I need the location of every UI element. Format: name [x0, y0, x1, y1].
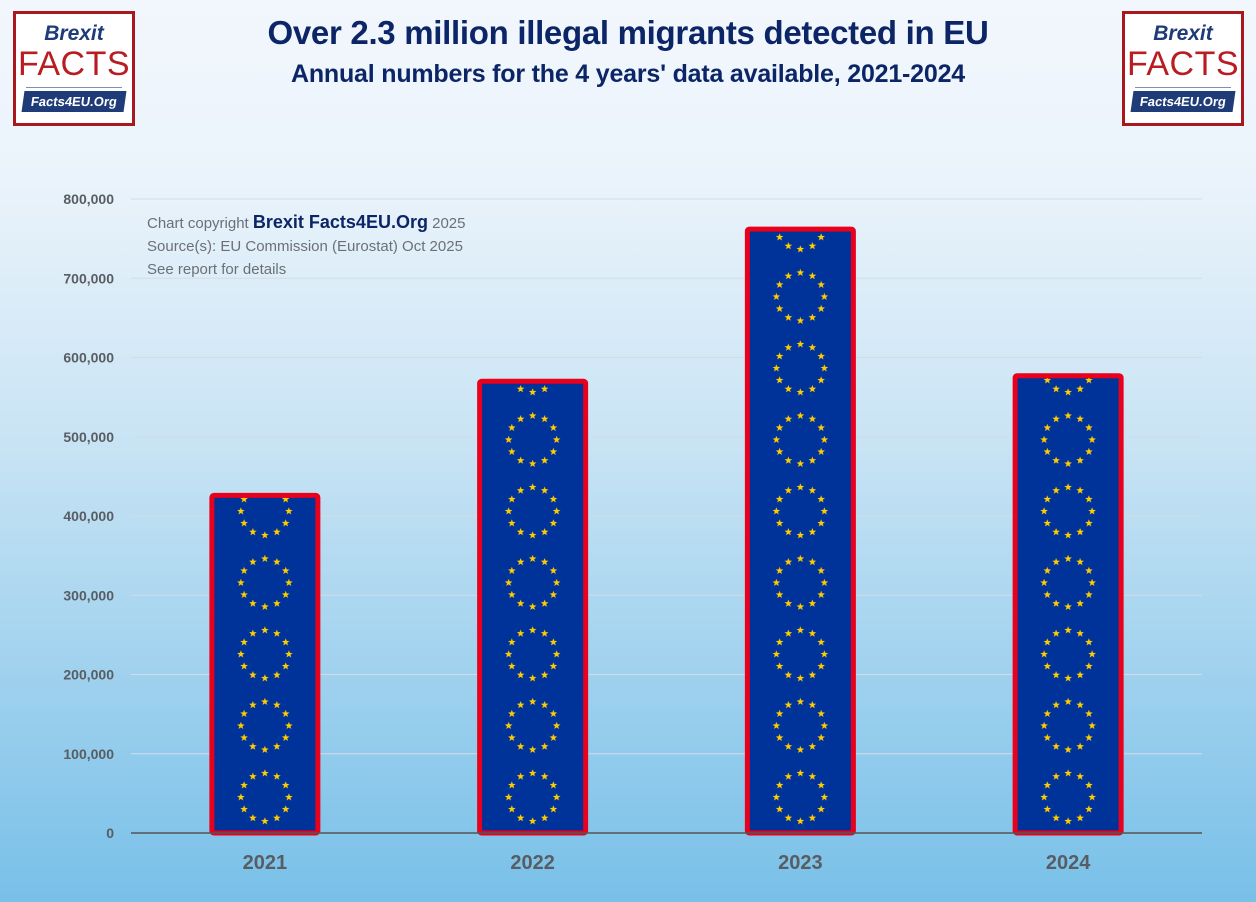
copyright-prefix: Chart copyright [147, 215, 249, 232]
bar-rect [744, 226, 856, 836]
logo-brexit-text: Brexit [44, 22, 104, 45]
y-tick-label: 600,000 [63, 350, 114, 366]
y-tick-label: 200,000 [63, 667, 114, 683]
brexit-facts-logo-left: Brexit FACTS Facts4EU.Org [13, 11, 135, 126]
bar-2024 [1012, 373, 1124, 836]
bar-2022 [477, 378, 589, 836]
copyright-line: Chart copyright Brexit Facts4EU.Org 2025 [147, 211, 466, 235]
copyright-brand: Brexit Facts4EU.Org [252, 212, 428, 232]
y-tick-label: 700,000 [63, 270, 114, 286]
y-tick-label: 500,000 [63, 429, 114, 445]
x-tick-label: 2024 [1046, 852, 1091, 874]
chart-title: Over 2.3 million illegal migrants detect… [267, 14, 989, 51]
bar-rect [1012, 373, 1124, 836]
bar-2021 [209, 492, 321, 836]
logo-divider [26, 87, 122, 88]
x-tick-label: 2023 [778, 852, 823, 874]
x-axis-ticks: 2021 2022 2023 2024 [243, 852, 1092, 874]
logo-facts-text: FACTS [1126, 45, 1240, 83]
chart-title-block: Over 2.3 million illegal migrants detect… [0, 14, 1256, 89]
bar-rect [477, 378, 589, 836]
copyright-year: 2025 [432, 215, 466, 232]
chart-subtitle: Annual numbers for the 4 years' data ava… [290, 60, 965, 88]
bar-2023 [744, 226, 856, 836]
y-tick-label: 100,000 [63, 746, 114, 762]
bar-rect [209, 492, 321, 836]
x-tick-label: 2021 [243, 852, 288, 874]
x-tick-label: 2022 [510, 852, 555, 874]
logo-brexit-text: Brexit [1153, 22, 1213, 45]
y-tick-label: 300,000 [63, 587, 114, 603]
note-line: See report for details [147, 261, 287, 278]
bars [209, 226, 1124, 836]
logo-facts-text: FACTS [17, 45, 131, 83]
y-tick-label: 800,000 [63, 191, 114, 207]
y-tick-label: 400,000 [63, 508, 114, 524]
y-axis-ticks: 0 100,000 200,000 300,000 400,000 500,000 600,… [63, 191, 114, 841]
brexit-facts-logo-right: Brexit FACTS Facts4EU.Org [1122, 11, 1244, 126]
y-tick-label: 0 [106, 825, 114, 841]
source-line: Source(s): EU Commission (Eurostat) Oct … [147, 238, 463, 255]
chart-credits: Chart copyright Brexit Facts4EU.Org 2025… [147, 211, 466, 281]
logo-divider [1135, 87, 1231, 88]
